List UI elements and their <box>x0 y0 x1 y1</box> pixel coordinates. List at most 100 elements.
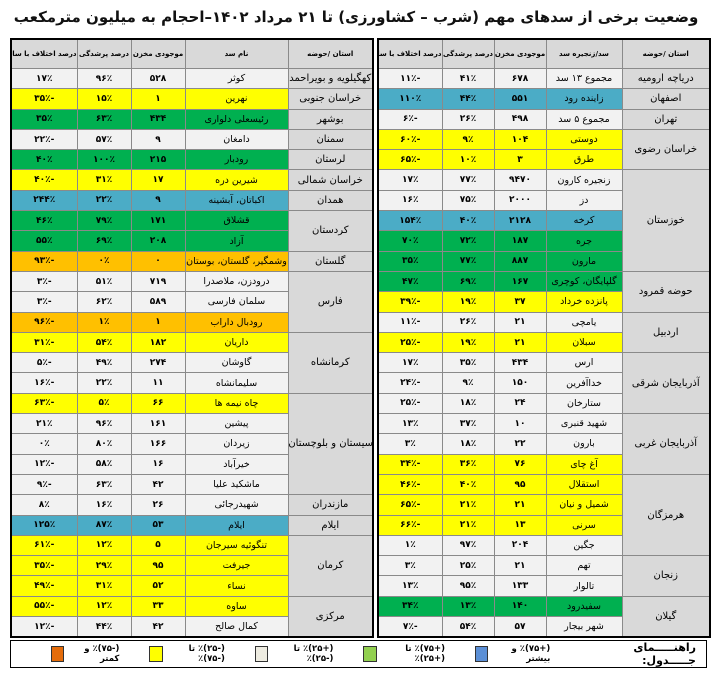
volume-cell: ۱۱ <box>130 372 186 394</box>
legend-item: (-۷۵)٪ و کمتر <box>51 644 119 664</box>
dam-cell: گاوشان <box>184 352 289 374</box>
fill-cell: ۴۹٪ <box>76 352 132 374</box>
volume-cell: ۴۲ <box>130 473 186 496</box>
dam-cell: پیشین <box>184 413 289 435</box>
legend-item: (+۲۵)٪ تا (-۲۵)٪ <box>254 644 333 664</box>
volume-cell: ۱۷ <box>130 169 186 191</box>
dam-cell: دز <box>545 189 623 212</box>
diff-cell: -۶۵٪ <box>377 494 443 516</box>
province-cell: سمنان <box>287 128 374 151</box>
volume-cell: ۴۹۸ <box>493 108 547 130</box>
fill-cell: ۱۸٪ <box>441 392 495 415</box>
province-cell: خراسان رضوی <box>621 128 711 171</box>
column-header: سد/زنجیره سد <box>545 38 623 69</box>
diff-cell: ۴۷٪ <box>377 270 443 293</box>
fill-cell: ۴۰٪ <box>441 473 495 496</box>
volume-cell: ۱۳ <box>493 514 547 536</box>
dam-cell: جره <box>545 230 623 252</box>
table-row: جره ۱۸۷ ۷۲٪ ۷۰٪ <box>377 230 710 252</box>
diff-cell: ۲۱٪ <box>10 413 78 435</box>
diff-cell: -۲۴٪ <box>377 372 443 394</box>
legend-item-label: (-۷۵)٪ و کمتر <box>84 644 120 664</box>
province-cell: لرستان <box>287 149 374 171</box>
province-cell: گیلان <box>621 595 711 638</box>
table-row: رودبال داراب ۱ ۱٪ -۹۶٪ <box>10 311 373 333</box>
diff-cell: ۱۷٪ <box>377 352 443 374</box>
fill-cell: ۷۷٪ <box>441 250 495 272</box>
diff-cell: -۳۵٪ <box>10 88 78 110</box>
table-row: کردستان قشلاق ۱۷۱ ۷۹٪ ۴۶٪ <box>10 210 374 252</box>
fill-cell: ۴۴٪ <box>76 616 132 638</box>
volume-cell: ۳۷ <box>493 291 547 313</box>
dam-cell: ایلام <box>184 514 289 536</box>
fill-cell: ۲۲٪ <box>76 189 132 212</box>
dam-cell: استقلال <box>545 473 623 496</box>
diff-cell: ۱۱۰٪ <box>377 88 443 110</box>
province-cell: خوزستان <box>621 169 711 272</box>
table-row: زیردان ۱۶۶ ۸۰٪ ۰٪ <box>10 433 373 455</box>
fill-cell: ۷۹٪ <box>76 210 132 232</box>
fill-cell: ۵۴٪ <box>76 331 132 354</box>
fill-cell: ۵٪ <box>76 392 132 415</box>
legend-item-label: (+۷۵)٪ و بیشتر <box>511 644 551 664</box>
diff-cell: -۱۶٪ <box>10 372 78 394</box>
province-cell: همدان <box>287 189 374 212</box>
volume-cell: ۳۳ <box>130 595 186 618</box>
fill-cell: ۲۶٪ <box>441 108 495 130</box>
dam-cell: سلمان فارسی <box>184 291 289 313</box>
fill-cell: ۱۶٪ <box>76 494 132 516</box>
dam-cell: سبلان <box>545 331 623 354</box>
diff-cell: ۱۲۵٪ <box>10 514 78 536</box>
volume-cell: ۹۴۷۰ <box>493 169 547 191</box>
diff-cell: ۳۵٪ <box>377 250 443 272</box>
province-cell: آذربایجان غربی <box>621 413 711 475</box>
table-row: سمنان دامغان ۹ ۵۷٪ -۲۲٪ <box>10 128 374 151</box>
province-cell: سیستان و بلوچستان <box>287 392 374 496</box>
table-row: سلیمانشاه ۱۱ ۲۲٪ -۱۶٪ <box>10 372 373 394</box>
table-row: جگین ۲۰۴ ۹۷٪ ۱٪ <box>377 534 710 557</box>
diff-cell: -۳۵٪ <box>10 555 78 577</box>
fill-cell: ۹٪ <box>441 128 495 151</box>
table-row: خیرآباد ۱۶ ۵۸٪ -۱۲٪ <box>10 453 373 475</box>
province-cell: اردبیل <box>621 311 711 354</box>
volume-cell: ۱۶۱ <box>130 413 186 435</box>
fill-cell: ۱۲٪ <box>76 595 132 618</box>
volume-cell: ۵۷ <box>493 616 547 638</box>
dam-cell: نساء <box>184 575 289 597</box>
fill-cell: ۳۱٪ <box>76 169 132 191</box>
table-row: خراسان رضوی دوستی ۱۰۴ ۹٪ -۶۰٪ <box>377 128 711 171</box>
dam-cell: سفیدرود <box>545 595 623 618</box>
fill-cell: ۶۹٪ <box>76 230 132 252</box>
diff-cell: -۶۰٪ <box>377 128 443 151</box>
fill-cell: ۶۹٪ <box>441 270 495 293</box>
diff-cell: ۳۵٪ <box>10 108 78 130</box>
table-row: تهران مجموع ۵ سد ۴۹۸ ۲۶٪ -۶٪ <box>377 108 711 130</box>
dam-cell: شهید قنبری <box>545 413 623 435</box>
diff-cell: ۱۳٪ <box>377 575 443 597</box>
diff-cell: -۳۴٪ <box>377 453 443 475</box>
table-row: کرمانشاه داریان ۱۸۲ ۵۴٪ -۳۱٪ <box>10 331 374 394</box>
volume-cell: ۳ <box>493 149 547 171</box>
diff-cell: -۶۱٪ <box>10 534 78 557</box>
volume-cell: ۹ <box>130 128 186 151</box>
diff-cell: ۱۷٪ <box>377 169 443 191</box>
fill-cell: ۵۷٪ <box>76 128 132 151</box>
diff-cell: -۶۳٪ <box>10 392 78 415</box>
diff-cell: ۱۷٪ <box>10 67 78 90</box>
volume-cell: ۲۶ <box>130 494 186 516</box>
dam-cell: ستارخان <box>545 392 623 415</box>
table-row: هرمزگان استقلال ۹۵ ۴۰٪ -۴۶٪ <box>377 473 711 557</box>
fill-cell: ۱٪ <box>76 311 132 333</box>
fill-cell: ۲۵٪ <box>441 555 495 577</box>
column-header: نام سد <box>184 38 289 69</box>
diff-cell: -۵٪ <box>10 352 78 374</box>
volume-cell: ۲۱ <box>493 331 547 354</box>
left-table-header: استان /حوضه نام سد موجودی مخزن درصد پرشدگی د… <box>10 38 374 69</box>
volume-cell: ۵ <box>130 534 186 557</box>
fill-cell: ۵۸٪ <box>76 453 132 475</box>
dam-cell: سلیمانشاه <box>184 372 289 394</box>
dam-cell: بارون <box>545 433 623 455</box>
dam-cell: تنگوئیه سیرجان <box>184 534 289 557</box>
province-cell: گلستان <box>287 250 374 272</box>
legend-item: (+۷۵)٪ و بیشتر <box>475 644 550 664</box>
